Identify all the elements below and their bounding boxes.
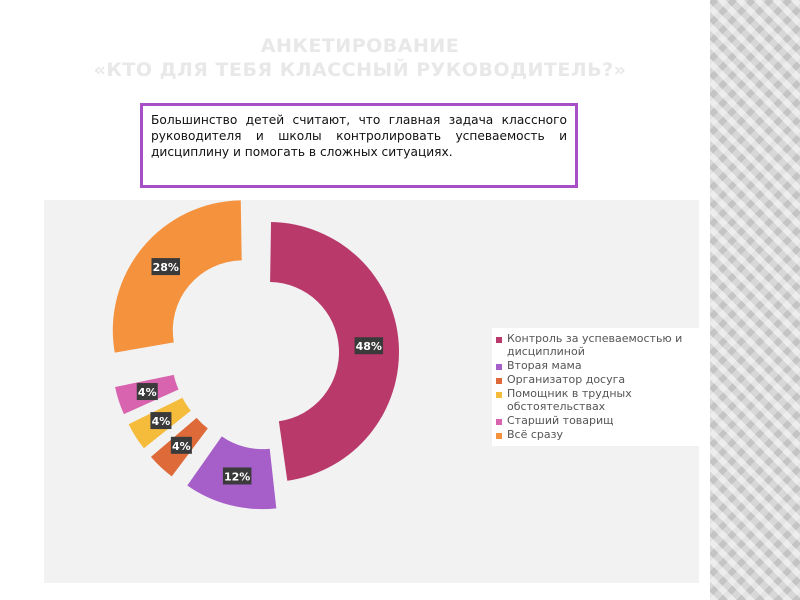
legend-item: Помощник в трудных обстоятельствах	[496, 387, 699, 413]
doughnut-chart: 48%12%4%4%4%28%	[112, 200, 399, 510]
data-label-box	[354, 337, 384, 355]
donut-slice	[270, 222, 399, 481]
slice-group: 4%	[150, 417, 208, 477]
slide-title-line-1: АНКЕТИРОВАНИЕ	[260, 35, 460, 57]
chart-legend: Контроль за успеваемостью и дисциплиной В…	[492, 328, 699, 446]
data-label: 28%	[153, 261, 179, 274]
chart-panel: 48% 12% 4% 4% 4% 28% Контроль за успеваемость…	[44, 200, 699, 583]
slice-group: 4%	[128, 397, 191, 449]
data-label-box	[151, 258, 180, 276]
slide-title: АНКЕТИРОВАНИЕ «КТО ДЛЯ ТЕБЯ КЛАССНЫЙ РУК…	[40, 34, 680, 82]
legend-swatch	[496, 392, 502, 398]
legend-label: Старший товарищ	[507, 414, 614, 427]
decorative-side-pattern	[710, 0, 800, 600]
data-label: 12%	[224, 470, 250, 483]
legend-swatch	[496, 364, 502, 370]
legend-item: Всё сразу	[496, 428, 699, 441]
data-label-box	[150, 412, 172, 430]
legend-item: Вторая мама	[496, 359, 699, 372]
data-label-box	[222, 467, 252, 485]
slice-group: 12%	[187, 436, 277, 510]
legend-label: Организатор досуга	[507, 373, 626, 386]
legend-label: Вторая мама	[507, 359, 582, 372]
data-label-box	[136, 383, 158, 401]
slice-group: 28%	[112, 200, 242, 353]
donut-slice	[112, 200, 242, 353]
legend-item: Организатор досуга	[496, 373, 699, 386]
legend-swatch	[496, 378, 502, 384]
data-label-box	[170, 436, 192, 454]
legend-label: Помощник в трудных обстоятельствах	[507, 387, 632, 413]
slice-group: 48%	[270, 222, 399, 481]
legend-swatch	[496, 337, 502, 343]
data-label: 48%	[356, 340, 382, 353]
legend-label: Контроль за успеваемостью и дисциплиной	[507, 332, 683, 358]
summary-note: Большинство детей считают, что главная з…	[140, 103, 578, 188]
legend-item: Контроль за успеваемостью и дисциплиной	[496, 332, 699, 358]
data-label: 4%	[138, 386, 157, 399]
data-label: 4%	[152, 415, 171, 428]
slice-group: 4%	[115, 374, 179, 415]
legend-label: Всё сразу	[507, 428, 563, 441]
legend-swatch	[496, 419, 502, 425]
legend-swatch	[496, 433, 502, 439]
legend-item: Старший товарищ	[496, 414, 699, 427]
slide-title-line-2: «КТО ДЛЯ ТЕБЯ КЛАССНЫЙ РУКОВОДИТЕЛЬ?»	[93, 59, 627, 81]
data-label: 4%	[172, 440, 191, 453]
